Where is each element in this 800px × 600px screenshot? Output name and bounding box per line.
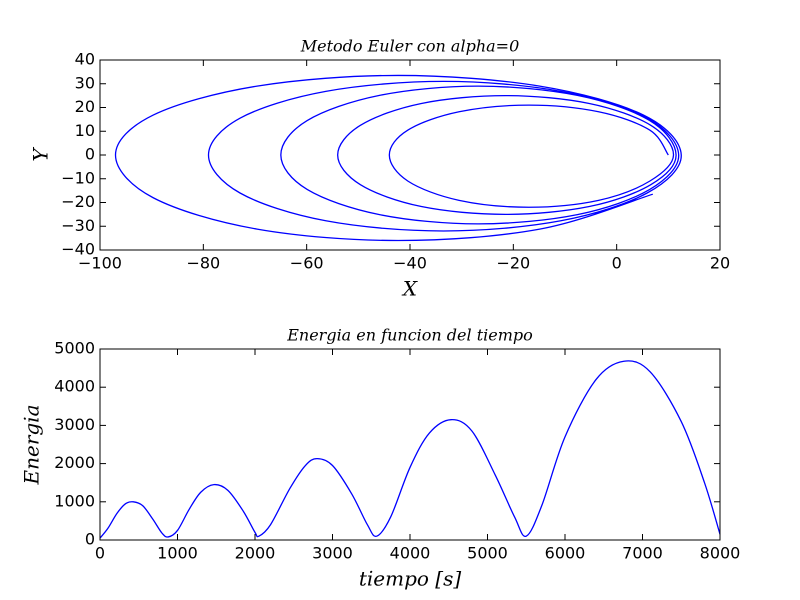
x-tick-label: 1000 (157, 544, 198, 563)
y-tick-label: −10 (61, 168, 95, 187)
y-tick-label: 1000 (54, 491, 95, 510)
x-tick-label: −60 (290, 254, 324, 273)
x-tick-label: 3000 (312, 544, 353, 563)
x-tick-label: 5000 (467, 544, 508, 563)
x-tick-label: 4000 (390, 544, 431, 563)
y-tick-label: 0 (85, 530, 95, 549)
x-tick-label: −80 (186, 254, 220, 273)
chart-title: Metodo Euler con alpha=0 (300, 37, 520, 56)
y-axis-label: Energia (20, 405, 44, 486)
x-tick-label: 6000 (545, 544, 586, 563)
x-tick-label: 7000 (622, 544, 663, 563)
x-axis-label: X (401, 277, 418, 301)
y-tick-label: 40 (75, 50, 95, 69)
x-tick-label: −40 (393, 254, 427, 273)
x-tick-label: 2000 (235, 544, 276, 563)
x-tick-label: −100 (78, 254, 122, 273)
x-axis-label: tiempo [s] (359, 567, 462, 591)
y-tick-label: −40 (61, 240, 95, 259)
x-tick-label: −20 (496, 254, 530, 273)
data-line (99, 360, 721, 539)
x-tick-label: 8000 (700, 544, 741, 563)
axes-frame (99, 59, 721, 251)
y-tick-label: 5000 (54, 339, 95, 358)
axes-frame (99, 348, 721, 541)
y-tick-label: −30 (61, 216, 95, 235)
y-tick-label: 4000 (54, 377, 95, 396)
y-tick-label: 0 (85, 145, 95, 164)
x-tick-label: 0 (612, 254, 622, 273)
y-axis-label: Y (29, 147, 53, 162)
x-tick-label: 0 (95, 544, 105, 563)
y-tick-label: 10 (75, 121, 95, 140)
y-tick-label: −20 (61, 192, 95, 211)
chart-title: Energia en funcion del tiempo (286, 326, 533, 345)
data-line (114, 74, 682, 242)
x-tick-label: 20 (710, 254, 730, 273)
y-tick-label: 30 (75, 73, 95, 92)
y-tick-label: 3000 (54, 415, 95, 434)
y-tick-label: 20 (75, 97, 95, 116)
y-tick-label: 2000 (54, 453, 95, 472)
